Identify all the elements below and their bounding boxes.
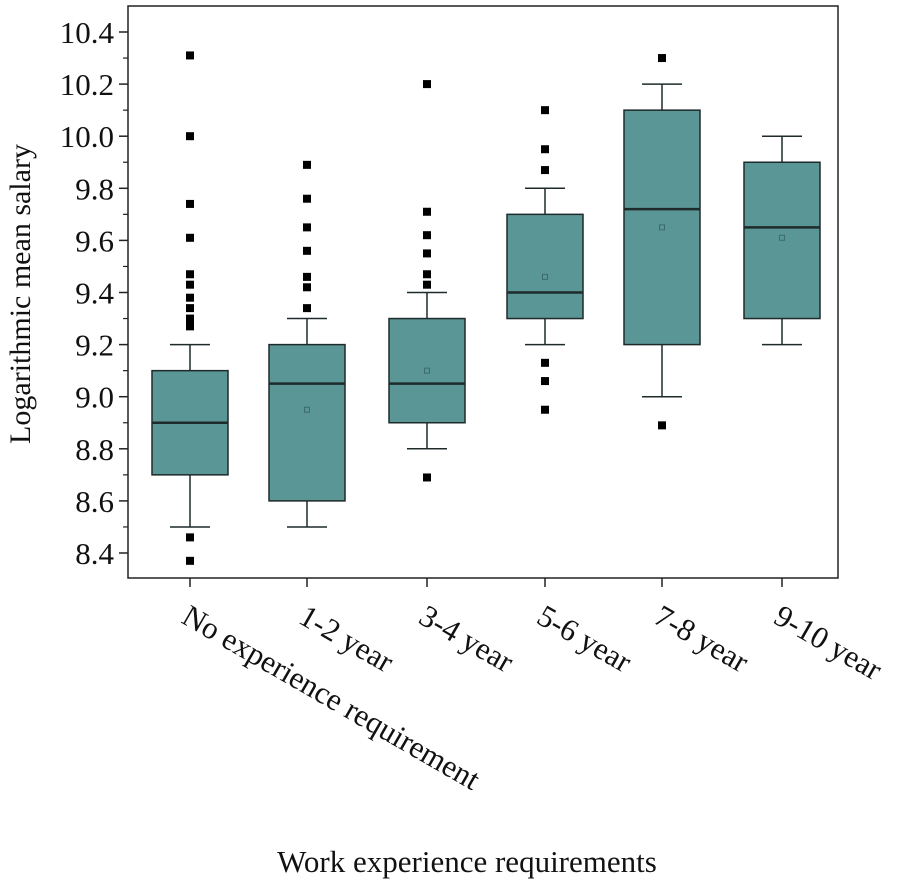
outlier-point bbox=[186, 199, 194, 208]
box-6 bbox=[743, 135, 821, 346]
outlier-point bbox=[303, 283, 311, 292]
mean-marker bbox=[779, 234, 785, 241]
outlier-point bbox=[541, 358, 549, 367]
y-tick-label: 10.2 bbox=[60, 67, 114, 102]
outlier-point bbox=[658, 421, 666, 430]
y-tick-label: 8.4 bbox=[75, 536, 114, 571]
x-tick-label: 5-6 year bbox=[532, 598, 639, 680]
mean-marker bbox=[542, 273, 548, 280]
outlier-point bbox=[423, 231, 431, 240]
outlier-point bbox=[186, 233, 194, 242]
y-tick-label: 8.8 bbox=[75, 432, 114, 467]
outlier-point bbox=[186, 280, 194, 289]
x-tick-label: 9-10 year bbox=[769, 598, 889, 688]
box-5 bbox=[623, 83, 701, 398]
outlier-point bbox=[186, 556, 194, 565]
box-3 bbox=[388, 291, 466, 450]
box-2 bbox=[268, 317, 346, 528]
box-1 bbox=[151, 343, 229, 528]
y-tick-label: 8.6 bbox=[75, 484, 114, 519]
outlier-point bbox=[186, 132, 194, 141]
outlier-point bbox=[541, 377, 549, 386]
iqr-box bbox=[623, 109, 701, 346]
outlier-point bbox=[186, 304, 194, 313]
y-tick-label: 9.4 bbox=[75, 276, 114, 311]
outlier-point bbox=[303, 272, 311, 281]
outlier-point bbox=[658, 54, 666, 63]
outlier-point bbox=[541, 166, 549, 175]
iqr-box bbox=[388, 317, 466, 424]
outlier-point bbox=[186, 533, 194, 542]
mean-marker bbox=[424, 367, 430, 374]
x-tick-label: 3-4 year bbox=[414, 598, 521, 680]
outlier-point bbox=[303, 223, 311, 232]
iqr-box bbox=[506, 213, 584, 320]
outlier-point bbox=[186, 293, 194, 302]
outlier-point bbox=[303, 304, 311, 313]
y-tick-label: 10.0 bbox=[60, 119, 114, 154]
outlier-point bbox=[423, 207, 431, 216]
outlier-point bbox=[423, 473, 431, 482]
outlier-point bbox=[186, 51, 194, 60]
y-axis-label: Logarithmic mean salary bbox=[4, 144, 37, 444]
mean-marker bbox=[304, 406, 310, 413]
x-axis-label: Work experience requirements bbox=[277, 844, 657, 879]
plot-frame bbox=[127, 5, 839, 579]
y-tick-label: 9.2 bbox=[75, 328, 114, 363]
outlier-point bbox=[541, 145, 549, 154]
outlier-point bbox=[186, 314, 194, 323]
y-tick-label: 10.4 bbox=[60, 15, 115, 50]
mean-marker bbox=[659, 224, 665, 231]
outlier-point bbox=[423, 270, 431, 279]
plot-area bbox=[127, 5, 839, 579]
boxes-group bbox=[151, 83, 821, 528]
outlier-point bbox=[423, 249, 431, 258]
x-tick-label: 7-8 year bbox=[649, 598, 756, 680]
outliers-group bbox=[186, 51, 666, 565]
outlier-point bbox=[541, 106, 549, 115]
outlier-point bbox=[186, 322, 194, 331]
box-4 bbox=[506, 187, 584, 346]
outlier-point bbox=[423, 280, 431, 289]
outlier-point bbox=[423, 80, 431, 89]
outlier-point bbox=[303, 160, 311, 169]
outlier-point bbox=[186, 270, 194, 279]
outlier-point bbox=[303, 246, 311, 255]
outlier-point bbox=[541, 405, 549, 414]
y-tick-label: 9.6 bbox=[75, 223, 114, 258]
outlier-point bbox=[303, 194, 311, 203]
y-axis: 8.4 8.6 8.8 9.0 9.2 9.4 9.6 9.8 10.0 10.2 10.4 bbox=[60, 15, 128, 571]
y-tick-label: 9.0 bbox=[75, 380, 114, 415]
iqr-box bbox=[268, 343, 346, 502]
y-tick-label: 9.8 bbox=[75, 171, 114, 206]
